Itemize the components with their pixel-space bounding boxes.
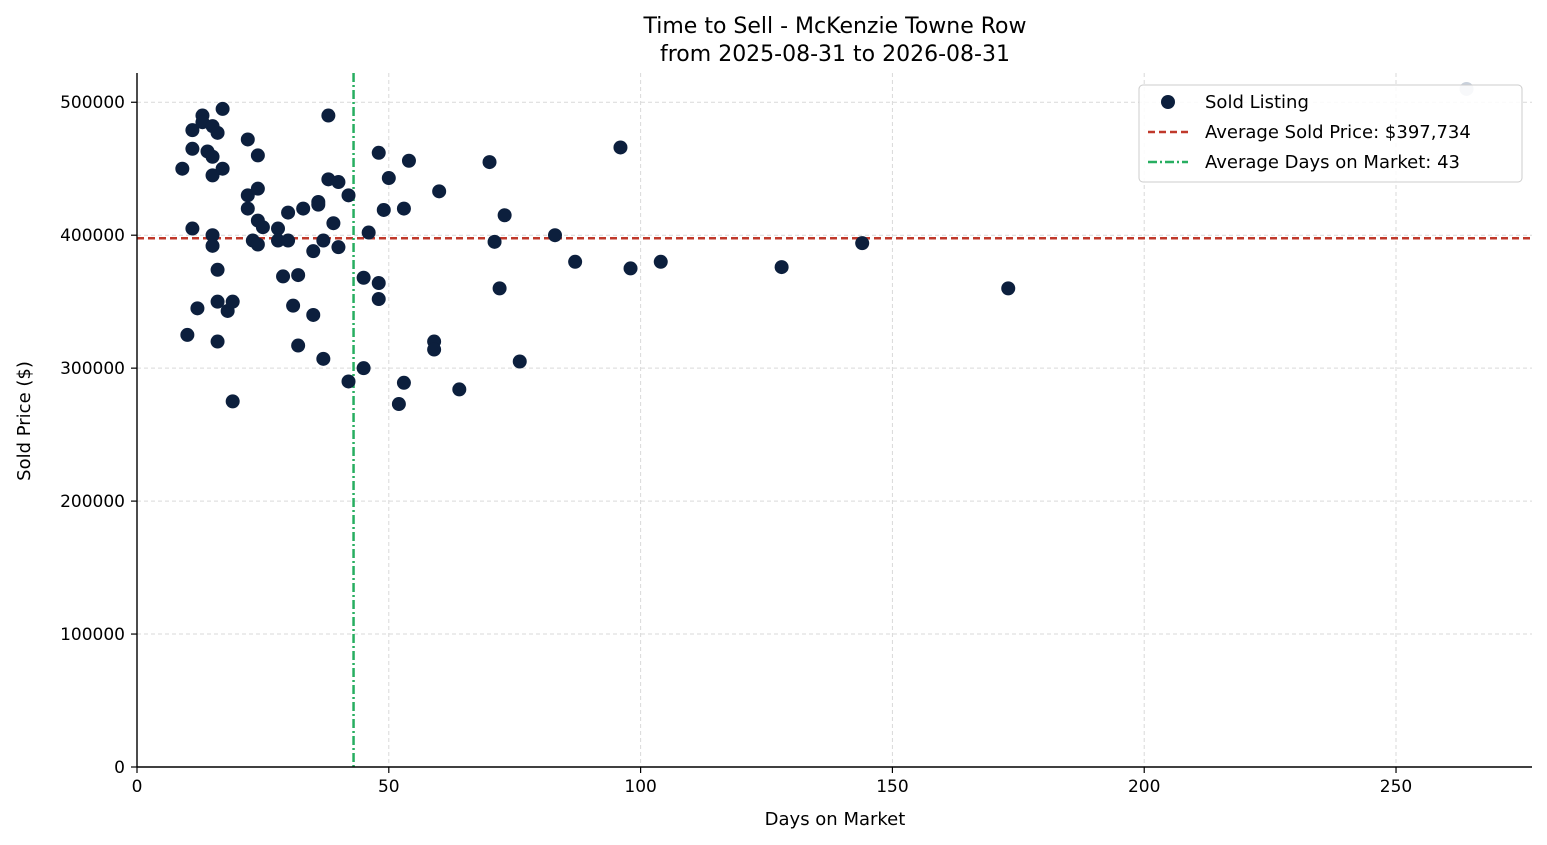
x-axis-label: Days on Market bbox=[765, 809, 906, 830]
sold-listing-point bbox=[296, 201, 311, 216]
sold-listing-point bbox=[497, 208, 512, 223]
sold-listing-point bbox=[185, 141, 200, 156]
x-tick-label: 50 bbox=[378, 777, 400, 797]
sold-listing-point bbox=[1001, 281, 1016, 296]
y-tick-label: 200000 bbox=[60, 492, 125, 512]
sold-listing-point bbox=[225, 294, 240, 309]
chart-subtitle: from 2025-08-31 to 2026-08-31 bbox=[660, 42, 1010, 67]
sold-listing-point bbox=[255, 220, 270, 235]
sold-listing-point bbox=[356, 361, 371, 376]
sold-listing-point bbox=[371, 276, 386, 291]
sold-listing-point bbox=[205, 168, 220, 183]
sold-listing-point bbox=[331, 240, 346, 255]
sold-listing-point bbox=[250, 148, 265, 163]
sold-listing-point bbox=[286, 298, 301, 313]
sold-listing-point bbox=[341, 188, 356, 203]
sold-listing-point bbox=[250, 237, 265, 252]
sold-listing-point bbox=[311, 197, 326, 212]
sold-listing-point bbox=[250, 181, 265, 196]
x-tick-label: 100 bbox=[624, 777, 656, 797]
sold-listing-point bbox=[396, 375, 411, 390]
sold-listing-point bbox=[210, 294, 225, 309]
y-axis-label: Sold Price ($) bbox=[14, 361, 35, 481]
sold-listing-point bbox=[356, 270, 371, 285]
sold-listing-point bbox=[427, 342, 442, 357]
sold-listing-point bbox=[185, 221, 200, 236]
y-tick-label: 300000 bbox=[60, 359, 125, 379]
sold-listing-point bbox=[381, 171, 396, 186]
axis-ticks: 0 50 100 150 200 250 0 100000 200000 300000 400000… bbox=[60, 93, 1412, 797]
sold-listing-point bbox=[391, 397, 406, 412]
x-tick-label: 0 bbox=[132, 777, 143, 797]
sold-listing-point bbox=[180, 327, 195, 342]
chart-title: Time to Sell - McKenzie Towne Row bbox=[642, 14, 1026, 39]
sold-listing-point bbox=[855, 236, 870, 251]
legend: Sold Listing Average Sold Price: $397,73… bbox=[1138, 84, 1523, 183]
sold-listing-point bbox=[396, 201, 411, 216]
sold-listing-point bbox=[492, 281, 507, 296]
sold-listing-point bbox=[240, 132, 255, 147]
sold-listing-point bbox=[271, 233, 286, 248]
sold-listing-point bbox=[205, 238, 220, 253]
sold-listing-point bbox=[291, 338, 306, 353]
sold-listing-point bbox=[306, 307, 321, 322]
legend-marker-sold-listing bbox=[1161, 95, 1175, 109]
sold-listing-point bbox=[512, 354, 527, 369]
x-tick-label: 150 bbox=[876, 777, 908, 797]
sold-listing-point bbox=[291, 268, 306, 283]
sold-listing-point bbox=[205, 149, 220, 164]
sold-listing-point bbox=[432, 184, 447, 199]
sold-listing-point bbox=[215, 101, 230, 116]
sold-listing-point bbox=[568, 254, 583, 269]
sold-listing-point bbox=[175, 161, 190, 176]
sold-listing-point bbox=[371, 145, 386, 160]
sold-listing-point bbox=[452, 382, 467, 397]
sold-listing-point bbox=[240, 201, 255, 216]
sold-listing-point bbox=[613, 140, 628, 155]
sold-listing-point bbox=[276, 269, 291, 284]
x-tick-label: 250 bbox=[1380, 777, 1412, 797]
sold-listing-point bbox=[487, 234, 502, 249]
sold-listing-point bbox=[341, 374, 356, 389]
y-tick-label: 0 bbox=[114, 758, 125, 778]
x-tick-label: 200 bbox=[1128, 777, 1160, 797]
sold-listing-point bbox=[210, 262, 225, 277]
sold-listing-point bbox=[371, 292, 386, 307]
sold-listing-point bbox=[210, 334, 225, 349]
sold-listing-point bbox=[210, 125, 225, 140]
sold-listing-point bbox=[321, 108, 336, 123]
data-points bbox=[175, 81, 1474, 412]
sold-listing-point bbox=[326, 216, 341, 231]
sold-listing-point bbox=[225, 394, 240, 409]
sold-listing-point bbox=[185, 123, 200, 138]
sold-listing-point bbox=[774, 260, 789, 275]
sold-listing-point bbox=[623, 261, 638, 276]
legend-label-sold-listing: Sold Listing bbox=[1205, 92, 1309, 113]
axes bbox=[136, 73, 1532, 768]
sold-listing-point bbox=[281, 233, 296, 248]
sold-listing-point bbox=[271, 221, 286, 236]
sold-listing-point bbox=[281, 205, 296, 220]
sold-listing-point bbox=[361, 225, 376, 240]
sold-listing-point bbox=[653, 254, 668, 269]
sold-listing-point bbox=[190, 301, 205, 316]
y-tick-label: 100000 bbox=[60, 625, 125, 645]
sold-listing-point bbox=[376, 202, 391, 217]
sold-listing-point bbox=[240, 188, 255, 203]
legend-label-avg-days: Average Days on Market: 43 bbox=[1205, 152, 1460, 173]
sold-listing-point bbox=[316, 233, 331, 248]
sold-listing-point bbox=[547, 228, 562, 243]
y-tick-label: 400000 bbox=[60, 226, 125, 246]
sold-listing-point bbox=[205, 228, 220, 243]
sold-listing-point bbox=[331, 175, 346, 190]
sold-listing-point bbox=[316, 351, 331, 366]
sold-listing-point bbox=[306, 244, 321, 259]
sold-listing-point bbox=[401, 153, 416, 168]
sold-listing-point bbox=[482, 155, 497, 170]
sold-listing-point bbox=[215, 161, 230, 176]
legend-label-avg-price: Average Sold Price: $397,734 bbox=[1205, 122, 1471, 143]
legend-box bbox=[1138, 84, 1523, 183]
y-tick-label: 500000 bbox=[60, 93, 125, 113]
